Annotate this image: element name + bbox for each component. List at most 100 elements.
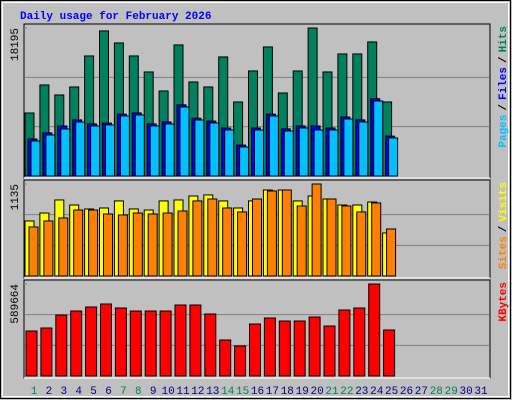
bar <box>30 140 41 177</box>
bar <box>293 320 306 377</box>
bar <box>249 323 261 377</box>
x-tick-label: 24 <box>370 386 384 398</box>
legend: Pages / Files / Hits <box>498 26 510 148</box>
bar <box>268 115 279 177</box>
bar <box>296 205 307 277</box>
bar <box>192 200 203 277</box>
bar <box>341 205 352 277</box>
legend: Sites / Visits <box>498 182 510 269</box>
bar <box>85 306 98 377</box>
y-max-label: 1135 <box>10 184 22 210</box>
bar <box>326 198 337 277</box>
x-tick-label: 20 <box>310 386 323 398</box>
x-tick-label: 31 <box>474 386 488 398</box>
legend-separator: / <box>498 56 510 63</box>
bar <box>283 130 294 177</box>
frame-bevel <box>2 2 509 397</box>
bar <box>119 115 130 177</box>
bar <box>338 309 351 377</box>
bar <box>281 189 292 277</box>
bar <box>45 134 56 177</box>
bar <box>219 339 232 377</box>
legend-entry: KBytes <box>498 282 510 322</box>
bar <box>298 127 309 177</box>
legend: KBytes <box>498 282 510 322</box>
bar <box>266 190 277 277</box>
bar <box>149 125 160 177</box>
bar <box>234 345 247 377</box>
x-tick-label: 23 <box>355 386 368 398</box>
bar <box>25 330 38 377</box>
bar <box>164 123 175 177</box>
bar <box>103 213 113 277</box>
bar <box>179 106 190 177</box>
bar <box>134 114 145 177</box>
bar <box>73 209 84 277</box>
bar <box>373 100 384 177</box>
bar <box>237 211 248 277</box>
bar <box>328 129 339 177</box>
bar <box>368 283 381 377</box>
x-tick-label: 29 <box>445 386 458 398</box>
bar <box>353 307 366 377</box>
bar <box>263 317 276 377</box>
legend-entry: Files <box>498 67 510 100</box>
x-tick-label: 7 <box>120 386 127 398</box>
x-tick-label: 15 <box>236 386 249 398</box>
x-tick-label: 17 <box>266 386 279 398</box>
bar <box>204 313 217 377</box>
x-tick-label: 14 <box>221 386 235 398</box>
bar <box>371 202 382 277</box>
bar <box>278 320 291 377</box>
x-tick-label: 1 <box>31 386 38 398</box>
bar <box>75 121 86 177</box>
bar <box>43 220 54 277</box>
bar <box>88 209 99 277</box>
x-tick-label: 27 <box>415 386 428 398</box>
bar <box>308 316 321 377</box>
bar <box>159 310 172 377</box>
y-max-label: 18195 <box>10 28 22 61</box>
bar <box>252 198 262 277</box>
bar <box>100 303 112 377</box>
bar <box>28 226 39 277</box>
x-tick-label: 21 <box>325 386 339 398</box>
x-tick-label: 25 <box>385 386 398 398</box>
legend-entry: Sites <box>498 236 510 269</box>
x-tick-label: 9 <box>150 386 157 398</box>
bar <box>147 213 158 277</box>
x-tick-label: 3 <box>60 386 67 398</box>
bar <box>177 210 188 277</box>
bar <box>174 304 187 377</box>
x-tick-label: 26 <box>400 386 413 398</box>
x-tick-label: 22 <box>340 386 353 398</box>
bar <box>323 325 336 377</box>
bar <box>343 118 354 177</box>
bar <box>58 217 69 277</box>
chart-title: Daily usage for February 2026 <box>20 11 211 23</box>
bar <box>311 183 322 277</box>
bar <box>189 304 202 377</box>
x-tick-label: 30 <box>459 386 472 398</box>
bar <box>224 129 235 177</box>
x-tick-label: 10 <box>161 386 174 398</box>
bar <box>388 137 399 177</box>
legend-entry: Hits <box>498 26 510 52</box>
bar <box>70 310 83 377</box>
bar <box>356 211 367 277</box>
bar <box>55 314 68 377</box>
x-tick-label: 5 <box>90 386 97 398</box>
legend-entry: Pages <box>498 115 510 148</box>
legend-entry: Visits <box>498 182 510 222</box>
bar <box>313 129 324 177</box>
bar <box>114 307 127 377</box>
y-max-label: 589664 <box>10 284 22 324</box>
legend-separator: / <box>498 104 510 111</box>
x-tick-label: 2 <box>46 386 53 398</box>
bar <box>132 212 143 277</box>
bar <box>194 119 205 177</box>
bar <box>144 310 157 377</box>
bar <box>40 327 53 377</box>
